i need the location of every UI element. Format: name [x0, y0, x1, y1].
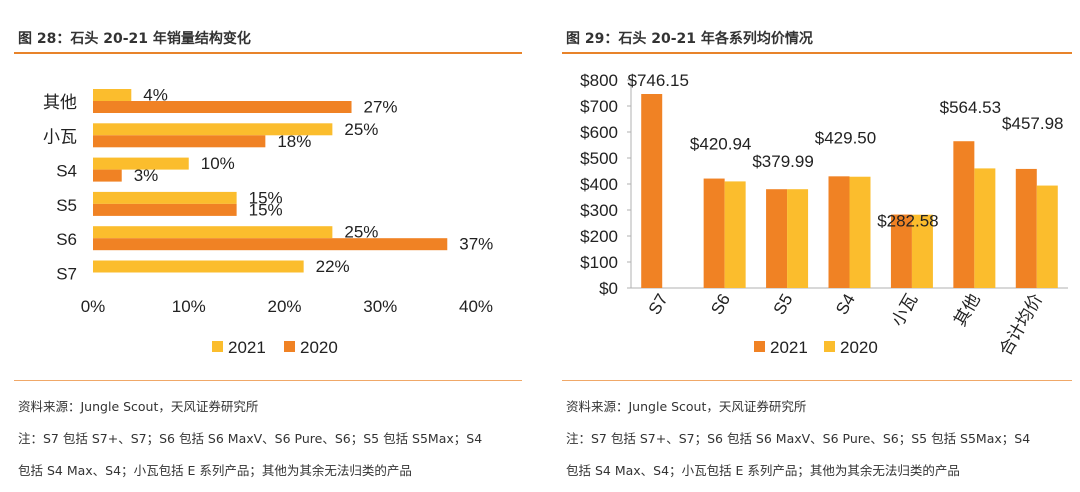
x-tick-label: 40%	[459, 297, 493, 316]
bar-2020	[93, 101, 352, 113]
x-tick-label: S7	[645, 291, 672, 319]
data-label: $457.98	[1002, 114, 1063, 133]
bar-2021	[93, 89, 132, 101]
data-label: 37%	[459, 235, 493, 254]
data-label: 27%	[364, 98, 398, 117]
bar-2021	[93, 123, 333, 136]
bar-2020	[911, 214, 933, 288]
note-text-line2: 包括 S4 Max、S4；小瓦包括 E 系列产品；其他为其余无法归类的产品	[566, 463, 960, 478]
category-label: S6	[56, 230, 77, 249]
x-tick-label: 其他	[950, 291, 983, 330]
y-tick-label: $700	[580, 97, 618, 116]
footer-divider	[14, 380, 522, 381]
y-tick-label: $500	[580, 149, 618, 168]
legend-swatch-2021	[212, 341, 223, 352]
bar-2021	[828, 176, 850, 288]
data-label: 10%	[201, 154, 235, 173]
x-tick-label: 30%	[363, 297, 397, 316]
x-tick-label: 20%	[267, 297, 301, 316]
title-divider	[14, 52, 522, 54]
bar-2021	[766, 189, 788, 288]
bar-2020	[1036, 185, 1058, 288]
legend-label: 2021	[228, 338, 266, 357]
y-tick-label: $400	[580, 175, 618, 194]
panel-average-price: 图 29：石头 20-21 年各系列均价情况 $0 $100 $200 $300 $40…	[548, 0, 1080, 492]
note-text-line1: 注：S7 包括 S7+、S7；S6 包括 S6 MaxV、S6 Pure、S6；…	[18, 431, 483, 446]
data-label: $429.50	[815, 128, 876, 147]
x-tick-label: 0%	[81, 297, 106, 316]
y-tick-label: $0	[599, 279, 618, 298]
data-label: $282.58	[877, 212, 938, 231]
data-label: 3%	[134, 166, 159, 185]
average-price-chart: $0 $100 $200 $300 $400 $500 $600 $700 $800 $746.1…	[580, 71, 1068, 359]
y-tick-label: $300	[580, 201, 618, 220]
data-label: $564.53	[940, 98, 1001, 117]
x-tick-label: 10%	[172, 297, 206, 316]
x-tick-label: S4	[832, 291, 859, 319]
data-label: 4%	[143, 86, 168, 105]
bar-2020	[724, 181, 746, 288]
bar-2021	[953, 141, 975, 288]
footer-divider	[562, 380, 1072, 381]
data-label: $746.15	[627, 71, 688, 90]
data-label: 25%	[344, 120, 378, 139]
data-label: 25%	[344, 223, 378, 242]
title-divider	[562, 52, 1072, 54]
data-label: 15%	[249, 188, 283, 207]
bar-2020	[93, 238, 448, 251]
y-tick-label: $100	[580, 253, 618, 272]
legend-label: 2020	[840, 338, 878, 357]
note-text-line1: 注：S7 包括 S7+、S7；S6 包括 S6 MaxV、S6 Pure、S6；…	[566, 431, 1031, 446]
bar-2020	[93, 169, 122, 182]
bar-2021	[93, 260, 304, 273]
x-tick-label: S6	[707, 291, 734, 319]
bar-2021	[1015, 168, 1037, 288]
category-label: S4	[56, 162, 77, 181]
bar-2020	[93, 203, 237, 216]
bar-2021	[890, 214, 912, 288]
sales-structure-chart: 其他 4% 27% 小瓦 25% 18% S4 10% 3% S5 15%15% S6 25% 37% S7…	[43, 86, 493, 358]
bar-2021	[703, 178, 725, 288]
category-label: S7	[56, 265, 77, 284]
legend-swatch-2021	[754, 341, 765, 352]
x-tick-label: S5	[770, 291, 797, 319]
legend-label: 2020	[300, 338, 338, 357]
data-label: $379.99	[752, 152, 813, 171]
bar-2020	[849, 176, 871, 288]
bar-2020	[974, 168, 996, 288]
source-text: 资料来源：Jungle Scout，天风证券研究所	[566, 399, 807, 414]
panel-sales-structure: 图 28：石头 20-21 年销量结构变化 其他 4% 27% 小瓦 25% 18% S4 1…	[0, 0, 530, 492]
x-tick-label: 合计均价	[996, 291, 1046, 359]
x-tick-label: 小瓦	[888, 291, 921, 330]
legend-swatch-2020	[284, 341, 295, 352]
bar-2020	[787, 189, 809, 288]
category-label: 小瓦	[43, 127, 77, 146]
data-label: 15%	[249, 200, 283, 219]
legend-label: 2021	[770, 338, 808, 357]
source-text: 资料来源：Jungle Scout，天风证券研究所	[18, 399, 259, 414]
y-tick-label: $200	[580, 227, 618, 246]
data-label: 22%	[316, 257, 350, 276]
bar-2021	[93, 226, 333, 239]
note-text-line2: 包括 S4 Max、S4；小瓦包括 E 系列产品；其他为其余无法归类的产品	[18, 463, 412, 478]
y-tick-label: $600	[580, 123, 618, 142]
bar-2021	[93, 157, 189, 170]
category-label: 其他	[43, 93, 77, 112]
chart-title: 图 29：石头 20-21 年各系列均价情况	[566, 31, 813, 47]
legend-swatch-2020	[824, 341, 835, 352]
data-label: $420.94	[690, 135, 751, 154]
bar-2021	[641, 94, 663, 288]
bar-2021	[93, 191, 237, 204]
bar-2020	[93, 135, 266, 148]
chart-title: 图 28：石头 20-21 年销量结构变化	[18, 31, 251, 47]
data-label: 18%	[277, 132, 311, 151]
y-tick-label: $800	[580, 71, 618, 90]
category-label: S5	[56, 196, 77, 215]
